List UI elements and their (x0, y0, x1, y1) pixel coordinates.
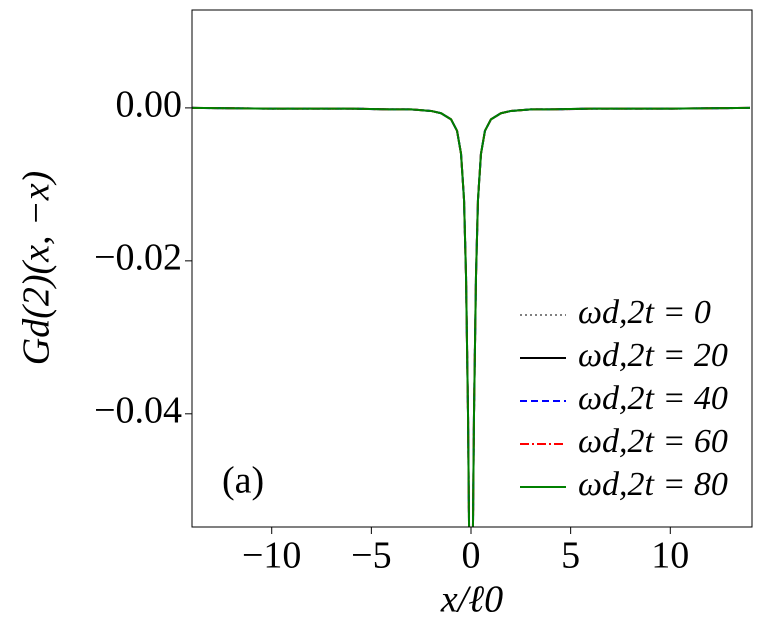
y-tick-label: −0.02 (94, 237, 182, 279)
x-tick-label: 0 (462, 535, 481, 577)
y-tick-label: −0.04 (94, 390, 182, 432)
plot-area (192, 106, 751, 527)
x-axis-label: x/ℓ0 (440, 579, 503, 621)
legend-label: ωd,2t = 0 (578, 294, 711, 331)
x-tick-label: −10 (242, 535, 301, 577)
x-tick-label: 5 (561, 535, 580, 577)
legend-label: ωd,2t = 20 (578, 337, 728, 374)
annotation: (a) (222, 460, 264, 502)
legend-label: ωd,2t = 80 (578, 466, 728, 503)
line-series (192, 106, 751, 527)
legend-label: ωd,2t = 60 (578, 423, 728, 460)
x-tick-label: 10 (651, 535, 689, 577)
legend-label: ωd,2t = 40 (578, 380, 728, 417)
plot-frame (191, 9, 753, 528)
y-tick-label: 0.00 (116, 84, 183, 126)
x-tick-label: −5 (351, 535, 391, 577)
y-axis-label: Gd(2)(x, −x) (16, 171, 58, 365)
